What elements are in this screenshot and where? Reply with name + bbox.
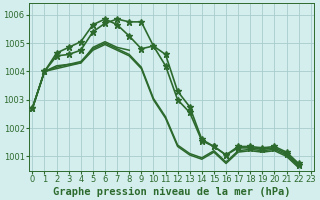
X-axis label: Graphe pression niveau de la mer (hPa): Graphe pression niveau de la mer (hPa) xyxy=(53,186,290,197)
